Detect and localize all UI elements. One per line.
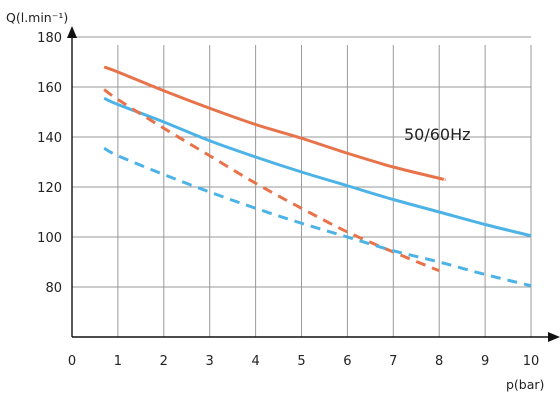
y-tick-label: 140 (37, 131, 62, 146)
x-axis-label: p(bar) (506, 377, 544, 392)
y-tick-label: 80 (45, 281, 62, 296)
x-tick-label: 9 (481, 354, 489, 369)
y-axis-arrow-icon (67, 26, 77, 38)
x-tick-label: 1 (114, 354, 122, 369)
x-tick-label: 2 (160, 354, 168, 369)
y-tick-labels: 80 100 120 140 160 180 (37, 31, 62, 296)
x-tick-label: 5 (297, 354, 305, 369)
x-tick-label: 8 (435, 354, 443, 369)
x-tick-label: 4 (251, 354, 259, 369)
series-layer (103, 65, 532, 288)
series-line-1 (103, 65, 446, 182)
x-tick-label: 10 (523, 354, 540, 369)
y-tick-label: 180 (37, 31, 62, 46)
y-tick-label: 160 (37, 81, 62, 96)
x-tick-label: 3 (206, 354, 214, 369)
series-line-3 (103, 88, 440, 273)
x-tick-label: 0 (68, 354, 76, 369)
axes (67, 26, 560, 342)
y-tick-label: 100 (37, 231, 62, 246)
x-axis-arrow-icon (548, 332, 560, 342)
series-line-4 (103, 146, 532, 288)
frequency-annotation: 50/60Hz (404, 125, 471, 144)
y-tick-label: 120 (37, 181, 62, 196)
y-axis-label: Q(l.min⁻¹) (6, 10, 68, 25)
x-tick-labels: 0 1 2 3 4 5 6 7 8 9 10 (68, 354, 539, 369)
series-line-2 (103, 96, 532, 238)
x-tick-label: 7 (389, 354, 397, 369)
x-tick-label: 6 (343, 354, 351, 369)
